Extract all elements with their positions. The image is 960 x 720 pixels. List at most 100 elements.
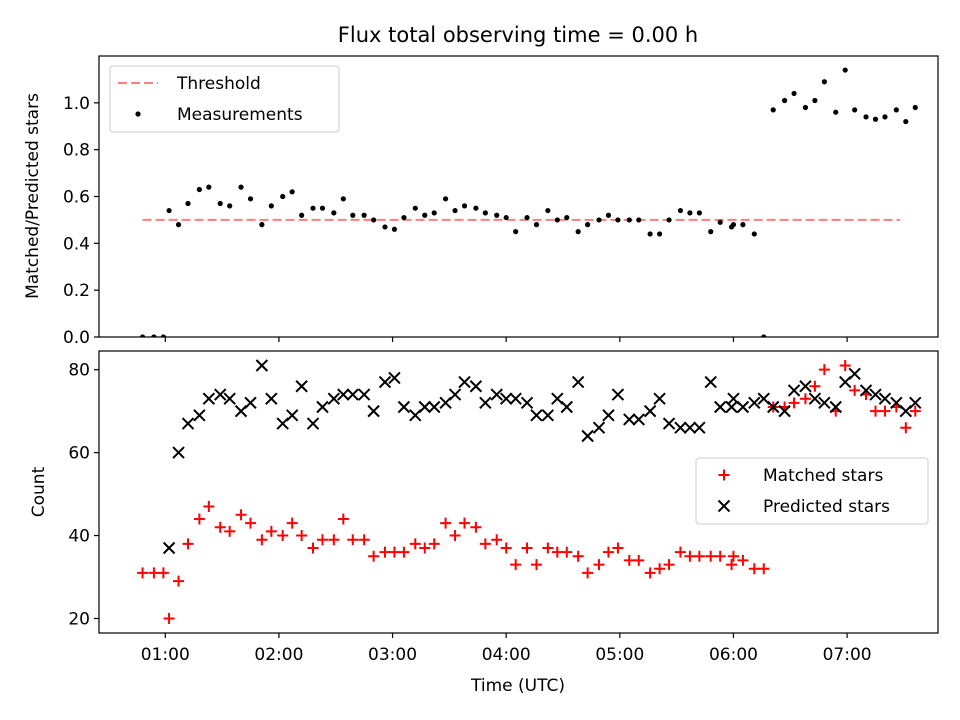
matched-stars-point [449, 530, 461, 542]
predicted-stars-point [778, 404, 791, 418]
measurements-point [166, 207, 172, 214]
ratio-y-tick-label: 0.6 [63, 188, 90, 208]
measurements-point [524, 214, 530, 221]
matched-stars-point [809, 380, 821, 392]
matched-stars-point [818, 364, 830, 376]
measurements-point [268, 203, 274, 209]
measurements-point [842, 67, 848, 73]
measurements-point [656, 231, 663, 237]
predicted-stars-point [346, 388, 359, 401]
predicted-stars-point [674, 421, 687, 434]
measurements-point [687, 210, 693, 216]
predicted-stars-point [172, 446, 185, 459]
measurements-point [751, 231, 757, 237]
matched-stars-point [849, 384, 861, 396]
ratio-y-tick-label: 0.4 [63, 234, 90, 254]
count-legend: Matched stars Predicted stars [695, 457, 929, 525]
count-y-tick-label: 80 [68, 361, 90, 381]
predicted-stars-point [653, 392, 666, 405]
measurements-point [319, 205, 326, 211]
measurements-point [299, 212, 305, 218]
matched-stars-point [788, 397, 800, 409]
x-tick-label: 04:00 [482, 645, 531, 665]
count-panel: 20 40 60 80 01:00 02:00 03:00 04:00 05:00 06:00 07… [68, 350, 939, 665]
matched-stars-point [510, 559, 522, 571]
matched-stars-point [347, 534, 359, 546]
predicted-stars-point [255, 359, 269, 372]
predicted-stars-series [162, 359, 922, 555]
measurements-point [596, 217, 602, 223]
x-tick-label: 02:00 [254, 645, 303, 665]
measurements-point [238, 184, 244, 190]
measurements-point [677, 207, 684, 214]
predicted-stars-point [428, 400, 441, 414]
predicted-stars-point [418, 400, 431, 414]
measurements-point [863, 114, 869, 120]
predicted-stars-point [632, 413, 645, 426]
measurements-point [206, 184, 212, 190]
measurements-point [615, 217, 621, 223]
predicted-stars-point [909, 396, 922, 410]
x-tick-label: 03:00 [368, 645, 417, 665]
x-tick-label: 05:00 [595, 645, 644, 665]
measurements-point [513, 229, 519, 235]
measurements-point [533, 222, 540, 228]
matched-stars-point [870, 405, 882, 417]
predicted-stars-point [509, 392, 522, 405]
x-tick-label: 07:00 [823, 645, 872, 665]
predicted-stars-point [799, 380, 812, 393]
count-y-tick-label: 60 [68, 444, 90, 464]
matched-stars-point [879, 405, 891, 417]
predicted-stars-point [869, 388, 882, 401]
matched-stars-point [235, 509, 247, 521]
measurements-point [401, 214, 407, 221]
predicted-stars-point [388, 371, 401, 385]
matched-stars-point [900, 422, 912, 434]
matched-stars-point [337, 513, 349, 525]
measurements-point [852, 107, 858, 113]
predicted-stars-point [295, 380, 308, 393]
matched-stars-point [705, 550, 717, 562]
count-axes-frame [98, 350, 939, 634]
x-tick-label: 01:00 [141, 645, 190, 665]
matched-stars-point [277, 530, 289, 542]
matched-stars-point [307, 542, 319, 554]
predicted-stars-point [859, 384, 873, 397]
predicted-stars-point [693, 421, 706, 434]
measurements-point [139, 334, 146, 337]
predicted-stars-point [541, 409, 555, 422]
predicted-stars-point [479, 396, 492, 410]
ratio-plot-area [139, 67, 918, 337]
measurements-point [422, 212, 428, 218]
measurements-point [605, 212, 612, 218]
measurements-series [139, 67, 918, 337]
predicted-stars-point [602, 409, 615, 422]
measurements-point [196, 186, 202, 193]
measurements-point [812, 97, 818, 104]
matched-stars-point [561, 546, 573, 558]
matched-stars-point [663, 559, 675, 571]
matched-stars-point [582, 567, 594, 579]
predicted-stars-point [162, 541, 176, 555]
predicted-stars-point [285, 409, 299, 422]
predicted-stars-point [623, 413, 636, 426]
matched-stars-point [182, 538, 194, 550]
predicted-stars-point [571, 375, 585, 389]
measurements-point [740, 222, 746, 228]
ratio-legend: Threshold Measurements [109, 65, 340, 133]
matched-stars-point [799, 393, 811, 405]
measurements-point [821, 79, 827, 85]
matched-stars-point [572, 550, 584, 562]
matched-stars-point [633, 554, 645, 566]
matched-stars-point [245, 517, 257, 529]
matched-stars-point [193, 513, 205, 525]
measurements-point [431, 210, 437, 216]
measurements-point [280, 193, 286, 200]
measurements-point [391, 226, 398, 232]
predicted-stars-point [337, 388, 350, 401]
predicted-stars-point [316, 400, 329, 414]
predicted-stars-point [713, 400, 727, 414]
predicted-stars-point [530, 409, 543, 422]
measurements-point [482, 210, 488, 216]
predicted-stars-point [499, 392, 513, 405]
